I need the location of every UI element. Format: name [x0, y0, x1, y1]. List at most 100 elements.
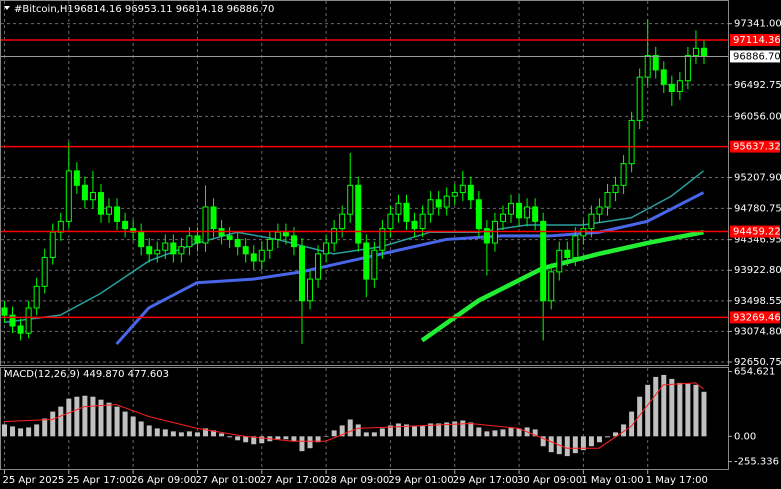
- macd-bar: [339, 425, 345, 437]
- candle-body: [178, 246, 185, 255]
- candle-body: [628, 119, 635, 165]
- candle-body: [258, 249, 265, 262]
- candle-body: [25, 307, 32, 334]
- level-label: 94459.22: [733, 227, 781, 238]
- macd-bar: [468, 422, 474, 437]
- macd-bar: [395, 423, 401, 437]
- macd-bar: [170, 431, 176, 437]
- candle-body: [660, 69, 667, 85]
- macd-bar: [476, 427, 482, 437]
- macd-bar: [323, 436, 329, 437]
- macd-bar: [315, 436, 321, 443]
- macd-bar: [66, 398, 72, 437]
- y-tick-label: 96492.75: [734, 80, 781, 91]
- macd-y-tick-label: -255.336: [734, 457, 779, 468]
- x-tick-label: 26 Apr 09:00: [131, 475, 196, 486]
- macd-bar: [484, 431, 490, 437]
- candle-body: [226, 235, 233, 240]
- candle-body: [700, 47, 707, 57]
- macd-bar: [452, 421, 458, 437]
- menu-arrow: [4, 6, 10, 10]
- candle-body: [347, 184, 354, 215]
- macd-bar: [508, 427, 514, 437]
- candle-body: [516, 202, 523, 219]
- candle-body: [475, 199, 482, 230]
- candle-body: [427, 199, 434, 215]
- x-tick-label: 1 May 17:00: [646, 475, 708, 486]
- candle-body: [540, 220, 547, 302]
- x-tick-label: 1 May 01:00: [581, 475, 643, 486]
- candle-body: [57, 220, 64, 233]
- macd-bar: [331, 430, 337, 437]
- macd-bar: [58, 406, 64, 437]
- candle-body: [17, 325, 24, 334]
- macd-bar: [669, 378, 675, 437]
- y-tick-label: 92650.75: [734, 357, 781, 368]
- macd-bar: [629, 411, 635, 437]
- macd-bar: [219, 433, 225, 437]
- macd-bar: [114, 406, 120, 437]
- macd-bar: [444, 422, 450, 437]
- macd-bar: [26, 427, 32, 437]
- candle-body: [572, 235, 579, 258]
- candle-body: [41, 256, 48, 287]
- macd-bar: [227, 436, 233, 438]
- macd-bar: [251, 436, 257, 445]
- macd-bar: [18, 428, 24, 437]
- macd-bar: [259, 436, 265, 444]
- macd-label: MACD(12,26,9) 449.870 477.603: [4, 369, 169, 380]
- macd-bar: [387, 425, 393, 437]
- candle-body: [467, 184, 474, 201]
- macd-bar: [613, 432, 619, 437]
- macd-bar: [428, 423, 434, 437]
- x-tick-label: 30 Apr 09:00: [517, 475, 582, 486]
- candle-body: [532, 206, 539, 222]
- macd-bar: [605, 436, 610, 438]
- macd-bar: [307, 436, 313, 449]
- candle-body: [556, 249, 563, 273]
- candle-body: [524, 206, 531, 219]
- candle-body: [596, 206, 603, 215]
- y-tick-label: 94780.75: [734, 203, 781, 214]
- candle-body: [395, 202, 402, 215]
- candle-body: [1, 307, 8, 316]
- candle-body: [636, 76, 643, 121]
- candle-body: [459, 184, 466, 194]
- candle-body: [49, 231, 56, 258]
- macd-bar: [178, 432, 184, 437]
- macd-bar: [291, 436, 297, 442]
- y-tick-label: 93922.80: [734, 265, 781, 276]
- candle-body: [154, 249, 161, 255]
- y-tick-label: 93074.80: [734, 326, 781, 337]
- candle-body: [194, 235, 201, 244]
- price-panel-frame: [0, 0, 729, 366]
- level-label-box: [730, 140, 780, 153]
- candle-body: [644, 54, 651, 78]
- macd-bar: [548, 436, 554, 453]
- chart-title: #Bitcoin,H1: [14, 4, 74, 15]
- macd-bar: [701, 391, 707, 437]
- macd-bar: [653, 376, 659, 437]
- candle-body: [499, 213, 506, 222]
- y-tick-label: 97341.00: [734, 19, 781, 30]
- candle-body: [234, 238, 241, 248]
- candle-body: [298, 246, 305, 302]
- candle-body: [331, 228, 338, 244]
- macd-bar: [146, 425, 152, 437]
- macd-bar: [572, 436, 578, 454]
- candle-body: [483, 228, 490, 244]
- candle-body: [186, 235, 193, 248]
- candle-body: [73, 170, 80, 186]
- macd-bar: [492, 430, 498, 437]
- candle-body: [202, 206, 209, 244]
- level-label: 95637.32: [733, 142, 781, 153]
- candle-body: [612, 184, 619, 194]
- macd-bar: [130, 416, 136, 437]
- candle-body: [242, 246, 249, 255]
- level-label: 93269.46: [733, 312, 781, 323]
- macd-bar: [661, 374, 667, 437]
- candle-body: [620, 163, 627, 186]
- candle-body: [451, 192, 458, 197]
- macd-bar: [243, 436, 249, 443]
- candle-body: [274, 231, 281, 240]
